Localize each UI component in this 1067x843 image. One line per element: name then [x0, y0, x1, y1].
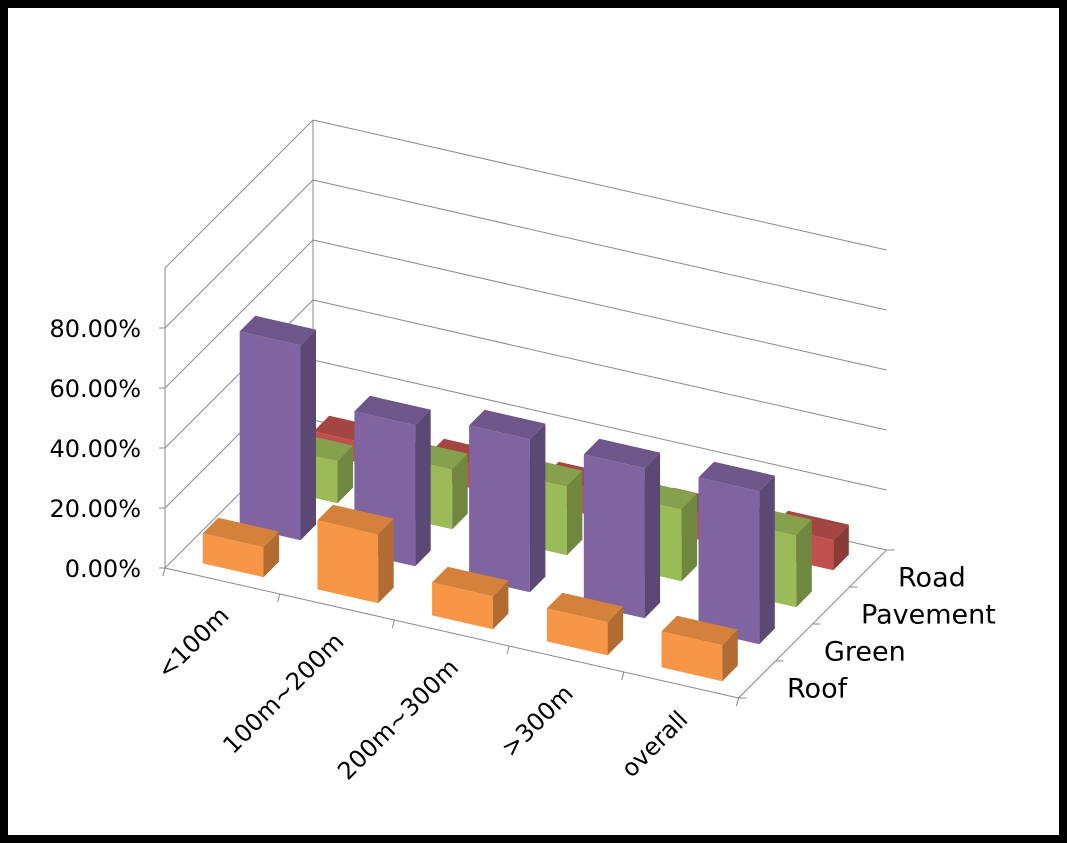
- bar-green: [583, 438, 661, 619]
- series-axis-label: Green: [824, 637, 906, 668]
- bar-roof: [202, 517, 279, 578]
- bar-front-face: [317, 520, 379, 604]
- gridline-side: [164, 239, 314, 389]
- floor-edge-front: [164, 567, 739, 699]
- bar-side-face: [415, 409, 431, 567]
- value-axis-tick-label: 40.00%: [49, 435, 141, 463]
- series-axis-label: Pavement: [861, 600, 996, 631]
- bar-top-face: [661, 615, 738, 646]
- bar-side-face: [566, 470, 583, 556]
- bar-top-face: [698, 461, 775, 492]
- series-axis-label: Road: [898, 563, 966, 594]
- bar-side-face: [378, 518, 394, 604]
- category-axis-tick: [736, 697, 739, 707]
- bar-top-face: [354, 395, 431, 426]
- bar-side-face: [337, 445, 353, 504]
- category-axis-tick: [621, 671, 625, 681]
- value-axis-tick-label: 60.00%: [49, 375, 141, 403]
- bar-roof: [317, 504, 394, 604]
- bar-side-face: [644, 452, 661, 619]
- bar-front-face: [239, 331, 301, 541]
- category-axis-tick: [162, 567, 166, 577]
- gridline-back: [312, 299, 887, 431]
- gridline-side: [164, 119, 314, 269]
- bar-front-face: [583, 454, 645, 619]
- bar-side-face: [796, 519, 812, 608]
- gridline-back: [312, 179, 887, 311]
- bar-green: [698, 461, 775, 645]
- bar-green: [469, 409, 546, 593]
- bar-side-face: [722, 629, 738, 682]
- bar-side-face: [833, 524, 849, 571]
- bar-side-face: [300, 329, 316, 541]
- bar-top-face: [202, 517, 279, 548]
- value-axis-tick-label: 0.00%: [65, 555, 141, 583]
- bar-side-face: [452, 453, 468, 530]
- bar-front-face: [546, 608, 608, 656]
- category-axis-tick: [506, 645, 510, 655]
- bar-side-face: [759, 475, 775, 645]
- bar-side-face: [529, 423, 546, 593]
- bar-side-face: [492, 580, 509, 630]
- gridline-back: [312, 239, 887, 371]
- bar-top-face: [239, 315, 316, 346]
- gridline-side: [164, 179, 314, 329]
- bar-side-face: [607, 606, 624, 656]
- bar-front-face: [661, 631, 723, 682]
- bar-front-face: [432, 582, 493, 630]
- gridline-back: [312, 359, 887, 491]
- bar-front-face: [698, 477, 760, 645]
- chart-3d-column: 0.00%20.00%40.00%60.00%80.00%<100m100m~2…: [8, 8, 1059, 835]
- chart-bars: [202, 315, 849, 682]
- bar-side-face: [263, 531, 279, 578]
- bar-green: [239, 315, 316, 541]
- bar-top-face: [469, 409, 546, 440]
- gridline-back: [312, 119, 887, 251]
- bar-roof: [546, 592, 624, 656]
- bar-side-face: [681, 493, 698, 582]
- bar-roof: [432, 566, 509, 630]
- series-axis-label: Roof: [787, 674, 849, 705]
- value-axis-tick-label: 80.00%: [49, 315, 141, 343]
- bar-top-face: [546, 592, 624, 623]
- chart-axes: [159, 327, 895, 707]
- bar-top-face: [583, 438, 661, 469]
- bar-roof: [661, 615, 738, 682]
- bar-top-face: [432, 566, 509, 597]
- bar-front-face: [469, 425, 530, 593]
- bar-front-face: [202, 533, 264, 578]
- bar-top-face: [317, 504, 394, 535]
- value-axis-tick-label: 20.00%: [49, 495, 141, 523]
- category-axis-tick: [391, 619, 395, 629]
- category-axis-tick: [277, 593, 281, 603]
